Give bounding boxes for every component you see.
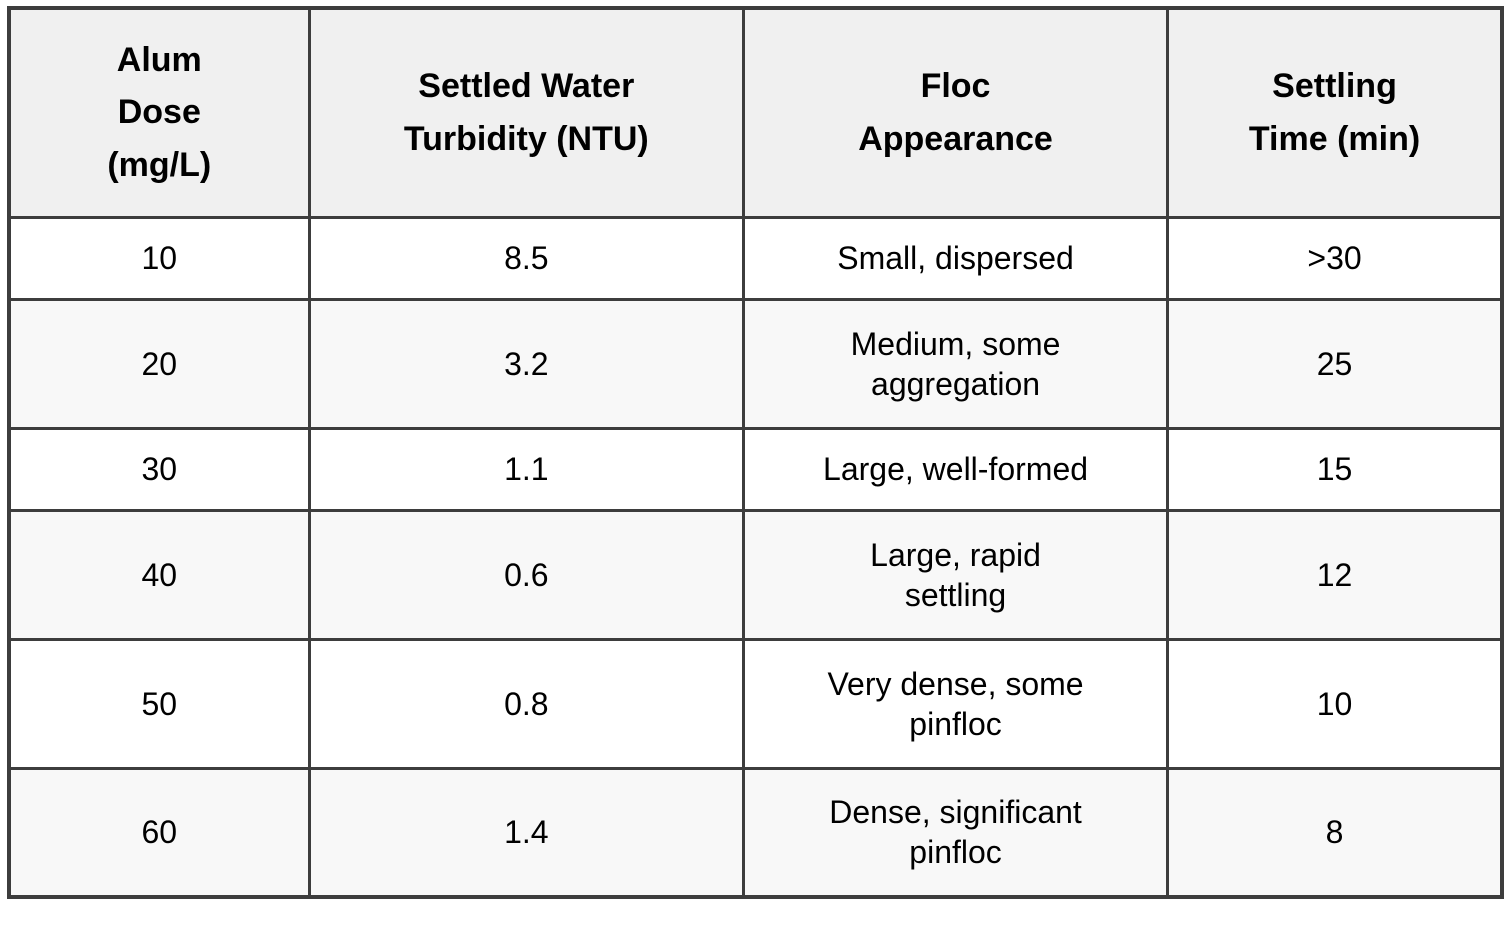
cell-floc-appearance: Dense, significant pinfloc	[742, 766, 1170, 899]
cell-floc-appearance: Very dense, some pinfloc	[742, 637, 1170, 770]
cell-turbidity: 1.4	[307, 766, 746, 899]
cell-turbidity: 3.2	[307, 297, 746, 430]
jar-test-results-table: Alum Dose (mg/L) Settled Water Turbidity…	[7, 6, 1504, 899]
cell-settling-time: 25	[1166, 297, 1504, 430]
cell-floc-appearance: Large, well-formed	[742, 426, 1170, 512]
cell-alum-dose: 20	[7, 297, 311, 430]
header-row: Alum Dose (mg/L) Settled Water Turbidity…	[7, 6, 1504, 219]
cell-settling-time: >30	[1166, 215, 1504, 301]
cell-alum-dose: 30	[7, 426, 311, 512]
table-row: 50 0.8 Very dense, some pinfloc 10	[7, 637, 1504, 770]
table-body: 10 8.5 Small, dispersed >30 20 3.2 Mediu…	[7, 215, 1504, 899]
cell-turbidity: 1.1	[307, 426, 746, 512]
cell-settling-time: 8	[1166, 766, 1504, 899]
cell-alum-dose: 40	[7, 508, 311, 641]
table-header: Alum Dose (mg/L) Settled Water Turbidity…	[7, 6, 1504, 219]
column-header-alum-dose: Alum Dose (mg/L)	[7, 6, 311, 219]
table-row: 20 3.2 Medium, some aggregation 25	[7, 297, 1504, 430]
cell-turbidity: 0.6	[307, 508, 746, 641]
column-header-floc-appearance: Floc Appearance	[742, 6, 1170, 219]
table-row: 10 8.5 Small, dispersed >30	[7, 215, 1504, 301]
cell-settling-time: 15	[1166, 426, 1504, 512]
cell-settling-time: 12	[1166, 508, 1504, 641]
cell-alum-dose: 60	[7, 766, 311, 899]
table-row: 60 1.4 Dense, significant pinfloc 8	[7, 766, 1504, 899]
cell-turbidity: 8.5	[307, 215, 746, 301]
cell-floc-appearance: Medium, some aggregation	[742, 297, 1170, 430]
cell-floc-appearance: Large, rapid settling	[742, 508, 1170, 641]
cell-alum-dose: 50	[7, 637, 311, 770]
column-header-settled-water-turbidity: Settled Water Turbidity (NTU)	[307, 6, 746, 219]
cell-settling-time: 10	[1166, 637, 1504, 770]
cell-floc-appearance: Small, dispersed	[742, 215, 1170, 301]
column-header-settling-time: Settling Time (min)	[1166, 6, 1504, 219]
table-row: 30 1.1 Large, well-formed 15	[7, 426, 1504, 512]
table-row: 40 0.6 Large, rapid settling 12	[7, 508, 1504, 641]
cell-turbidity: 0.8	[307, 637, 746, 770]
cell-alum-dose: 10	[7, 215, 311, 301]
